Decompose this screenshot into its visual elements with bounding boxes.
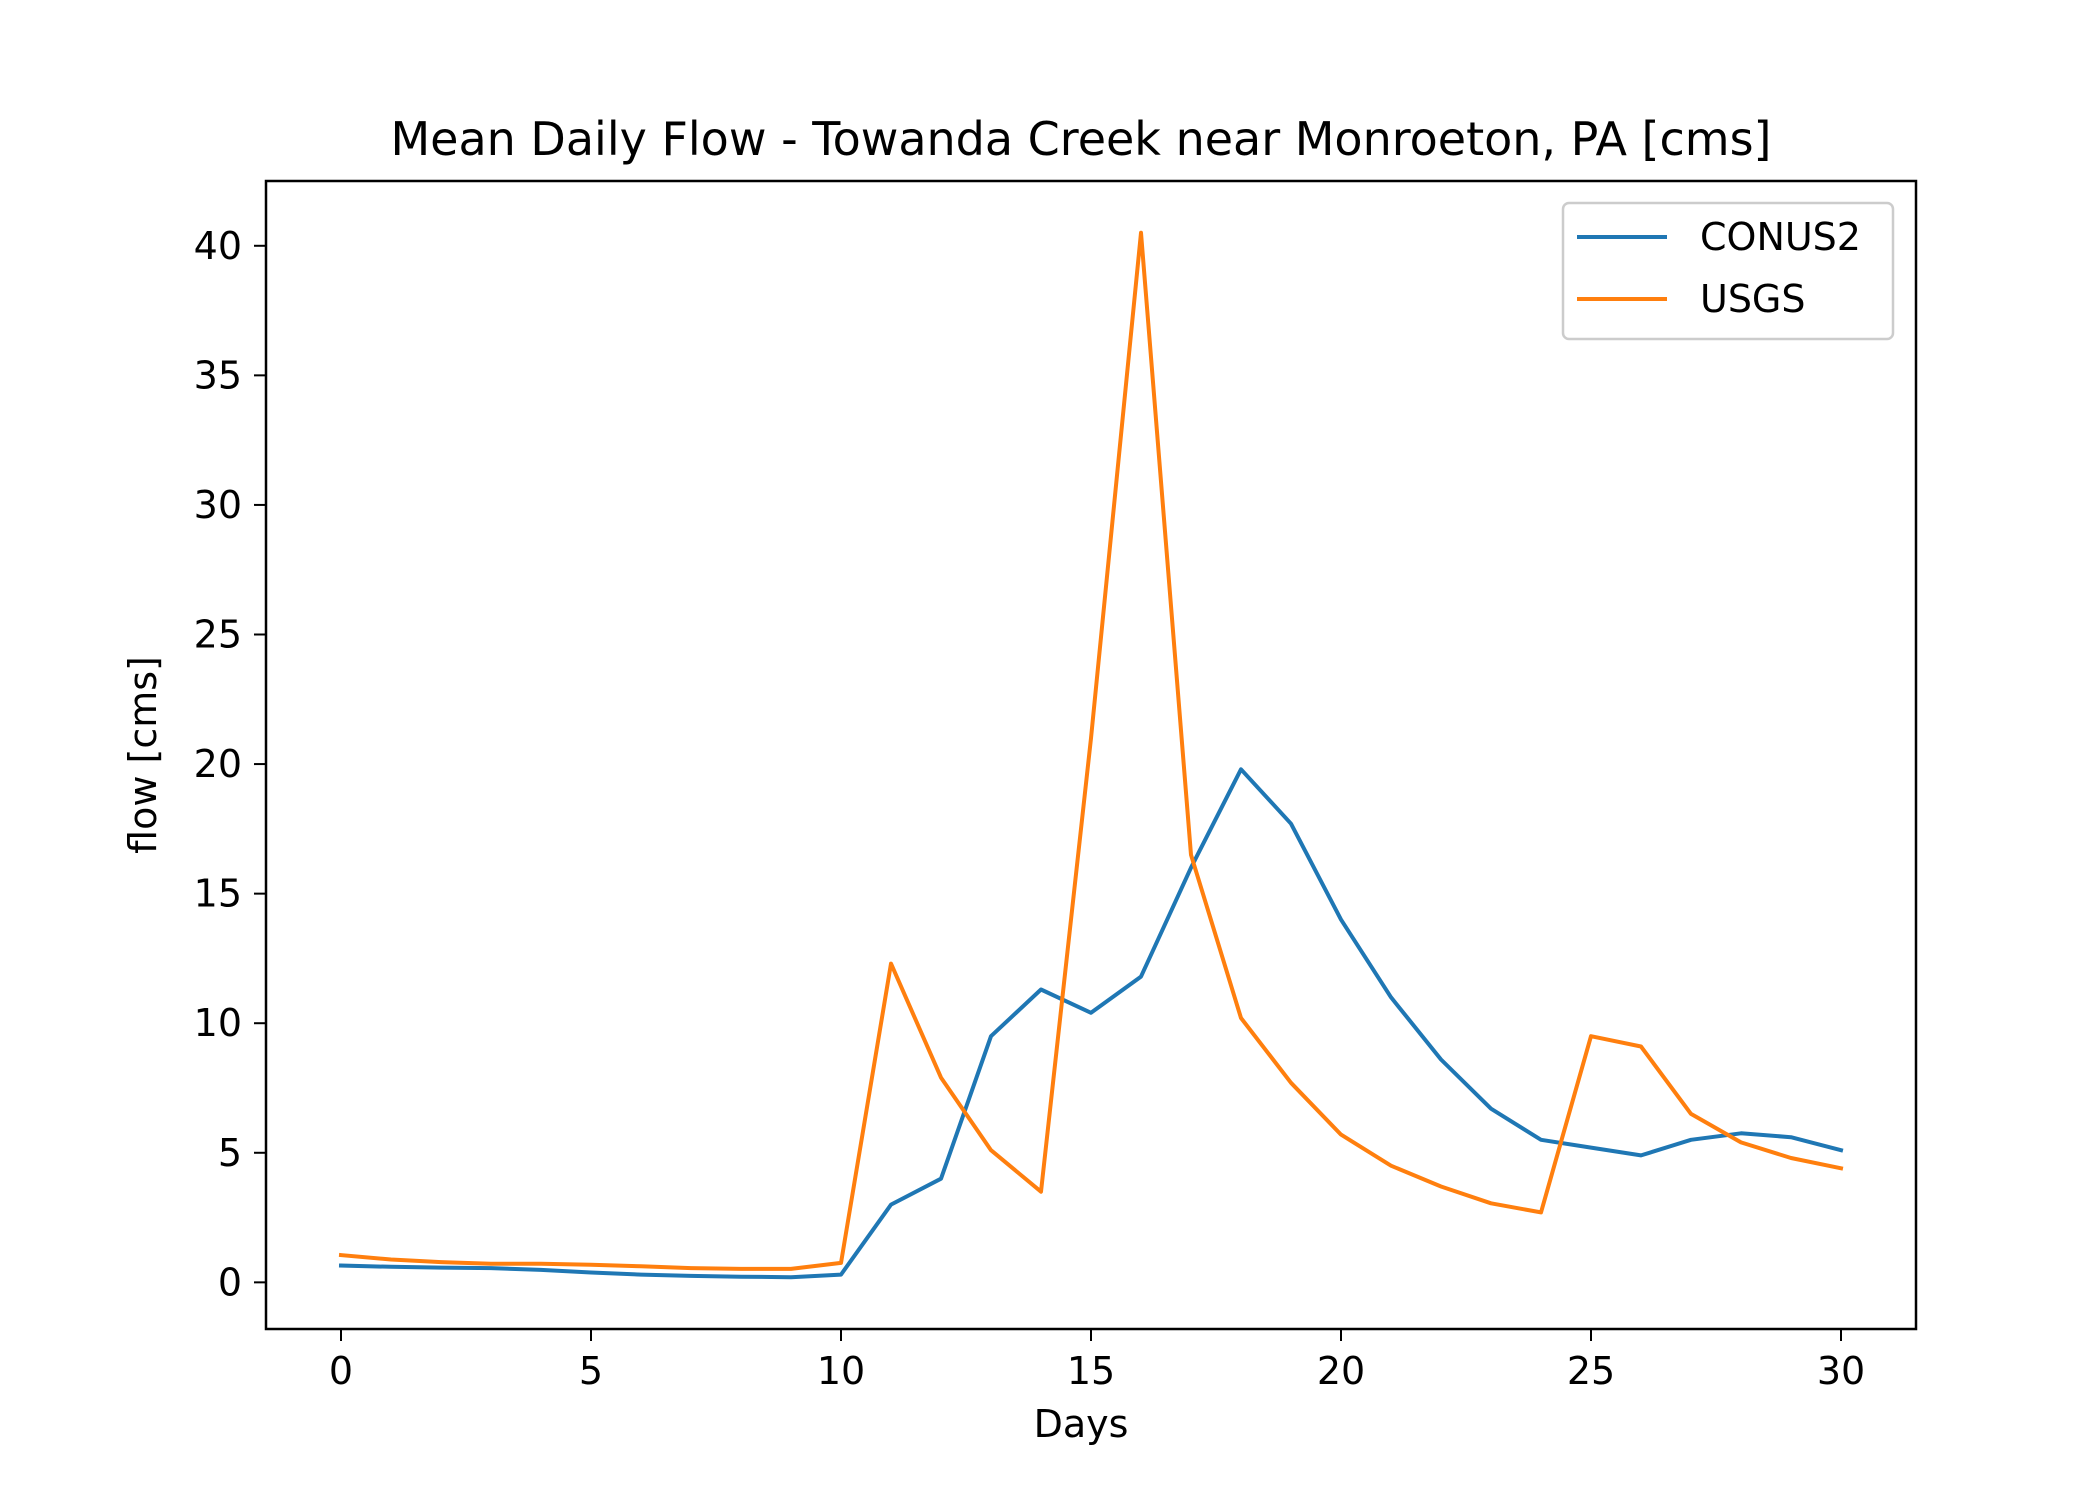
x-tick-label: 15 xyxy=(1067,1349,1115,1393)
x-tick-label: 20 xyxy=(1317,1349,1365,1393)
y-tick-label: 20 xyxy=(194,742,242,786)
y-axis-label: flow [cms] xyxy=(121,656,165,854)
x-tick-label: 0 xyxy=(329,1349,353,1393)
chart-title: Mean Daily Flow - Towanda Creek near Mon… xyxy=(390,112,1771,166)
y-tick-label: 10 xyxy=(194,1001,242,1045)
y-tick-label: 35 xyxy=(194,353,242,397)
legend-label-conus2: CONUS2 xyxy=(1700,215,1861,259)
plot-area: 0 5 10 15 20 25 30 0 5 10 15 20 25 30 35 40 xyxy=(194,179,1918,1393)
series-line-usgs xyxy=(338,230,1844,1271)
x-tick-label: 30 xyxy=(1817,1349,1865,1393)
y-tick-label: 0 xyxy=(218,1260,242,1304)
y-tick-label: 40 xyxy=(194,224,242,268)
x-axis-label: Days xyxy=(1034,1402,1129,1446)
y-tick-label: 25 xyxy=(194,612,242,656)
x-tick-label: 5 xyxy=(579,1349,603,1393)
y-tick-label: 15 xyxy=(194,872,242,916)
legend-label-usgs: USGS xyxy=(1700,277,1806,321)
y-tick-label: 30 xyxy=(194,483,242,527)
legend: CONUS2 USGS xyxy=(1561,201,1895,341)
x-tick-label: 25 xyxy=(1567,1349,1615,1393)
x-tick-label: 10 xyxy=(817,1349,865,1393)
series-line-conus2 xyxy=(338,767,1844,1280)
y-tick-label: 5 xyxy=(218,1131,242,1175)
